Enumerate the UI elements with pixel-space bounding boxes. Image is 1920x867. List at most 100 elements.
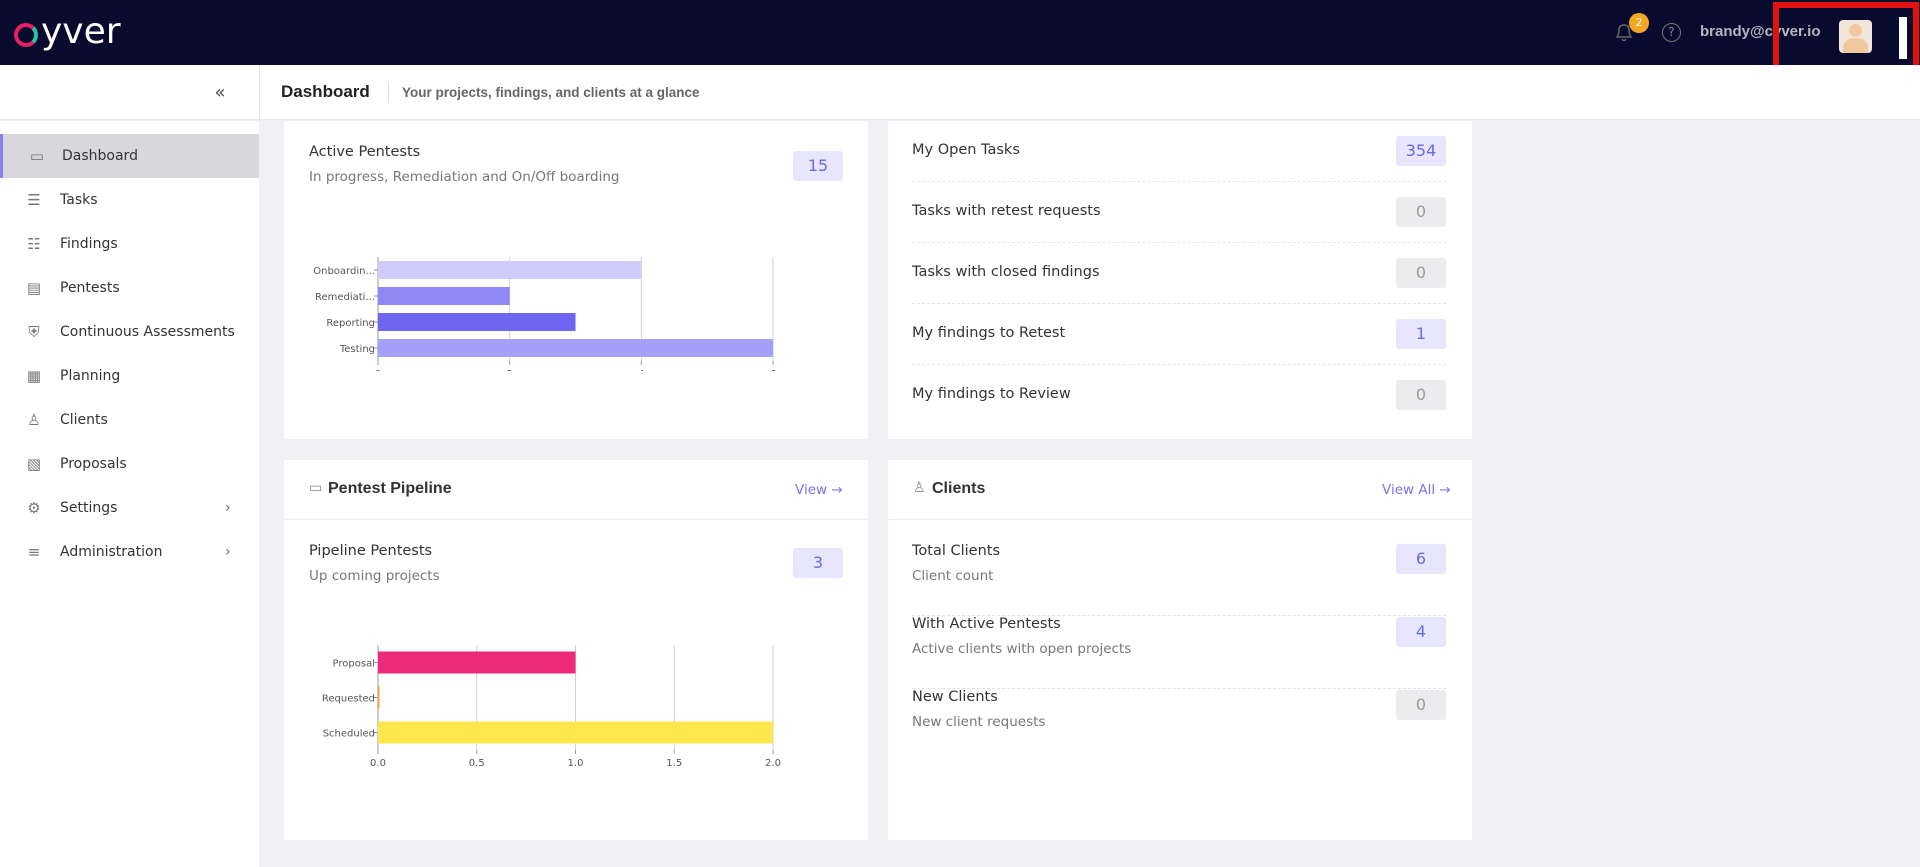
sidebar-item-planning[interactable]: ▦ Planning: [0, 354, 259, 398]
task-row[interactable]: My Open Tasks 354: [912, 121, 1446, 182]
bar[interactable]: [378, 651, 576, 674]
client-row-title: Total Clients: [912, 543, 1001, 559]
count-badge[interactable]: 15: [793, 151, 843, 181]
sidebar-item-label: Continuous Assessments: [60, 324, 235, 340]
task-label: Tasks with retest requests: [912, 203, 1101, 219]
client-row-title: New Clients: [912, 689, 998, 705]
chevron-right-icon: ›: [225, 500, 231, 516]
task-row[interactable]: My findings to Review 0: [912, 365, 1446, 426]
top-bar: yver 2 ? brandy@cyver.io: [0, 0, 1920, 71]
avatar-head: [1849, 24, 1862, 37]
y-tick-label: Requested: [322, 694, 375, 705]
user-menu-highlight[interactable]: [1773, 2, 1919, 71]
sidebar-item-label: Clients: [60, 412, 108, 428]
notification-badge[interactable]: 2: [1629, 13, 1649, 33]
pentests-icon: ▤: [26, 279, 42, 297]
task-row[interactable]: Tasks with closed findings 0: [912, 243, 1446, 304]
card-title: Active Pentests: [309, 144, 421, 160]
bar[interactable]: [378, 339, 773, 357]
sidebar-item-label: Proposals: [60, 456, 127, 472]
page-header: « Dashboard Your projects, findings, and…: [0, 65, 1920, 120]
card-title: Pipeline Pentests: [309, 543, 433, 559]
sidebar-item-dashboard[interactable]: ▭ Dashboard: [0, 134, 259, 178]
task-row[interactable]: My findings to Retest 1: [912, 304, 1446, 365]
count-badge[interactable]: 354: [1396, 136, 1446, 166]
page-title: Dashboard: [281, 82, 370, 101]
tasks-card: My Open Tasks 354 Tasks with retest requ…: [888, 121, 1472, 439]
page-subtitle: Your projects, findings, and clients at …: [402, 85, 700, 100]
count-badge[interactable]: 0: [1396, 380, 1446, 410]
y-tick-label: Proposal: [333, 659, 375, 670]
sidebar-item-label: Planning: [60, 368, 121, 384]
avatar-body: [1843, 38, 1868, 53]
card-subtitle: In progress, Remediation and On/Off boar…: [309, 169, 620, 185]
count-badge[interactable]: 1: [1396, 319, 1446, 349]
view-all-link[interactable]: View All →: [1382, 482, 1451, 498]
tasks-icon: ☰: [27, 191, 41, 209]
bar[interactable]: [378, 686, 380, 709]
x-tick-label: 2.0: [765, 758, 781, 769]
cyver-logo[interactable]: yver: [14, 12, 121, 52]
sliders-icon: ≡: [27, 543, 41, 561]
task-label: My Open Tasks: [912, 142, 1020, 158]
sidebar-item-administration[interactable]: ≡ Administration ›: [0, 530, 259, 574]
card-header: ♙ Clients View All →: [888, 460, 1472, 520]
sidebar-item-pentests[interactable]: ▤ Pentests: [0, 266, 259, 310]
count-badge[interactable]: 0: [1396, 690, 1446, 720]
sidebar-item-continuous-assessments[interactable]: ⛨ Continuous Assessments: [0, 310, 259, 354]
active-pentests-card: Active Pentests In progress, Remediation…: [284, 121, 868, 439]
dashboard-icon: ▭: [29, 147, 45, 165]
card-header: ▭ Pentest Pipeline View →: [284, 460, 868, 520]
logo-text: yver: [41, 11, 121, 52]
sidebar-item-label: Dashboard: [62, 148, 138, 164]
bar[interactable]: [378, 313, 576, 331]
header-divider: [259, 65, 260, 120]
shield-icon: ⛨: [28, 323, 40, 341]
bell-icon[interactable]: [1613, 20, 1635, 44]
x-tick-label: 0: [375, 369, 381, 371]
gear-icon: ⚙: [27, 499, 41, 517]
bar[interactable]: [378, 721, 773, 744]
bar[interactable]: [378, 287, 510, 305]
count-badge[interactable]: 6: [1396, 544, 1446, 574]
sidebar-item-findings[interactable]: ☷ Findings: [0, 222, 259, 266]
collapse-sidebar-button[interactable]: «: [214, 82, 226, 103]
client-row[interactable]: Total Clients Client count 6: [912, 543, 1446, 616]
sidebar-item-clients[interactable]: ♙ Clients: [0, 398, 259, 442]
title-separator: [388, 83, 389, 103]
task-row[interactable]: Tasks with retest requests 0: [912, 182, 1446, 243]
sidebar-item-settings[interactable]: ⚙ Settings ›: [0, 486, 259, 530]
client-row-subtitle: New client requests: [912, 714, 1046, 730]
view-link[interactable]: View →: [795, 482, 843, 498]
calendar-icon: ▦: [26, 367, 42, 385]
card-subtitle: Up coming projects: [309, 568, 440, 584]
y-tick-label: Scheduled: [323, 729, 375, 740]
help-icon[interactable]: ?: [1662, 23, 1681, 42]
client-row[interactable]: New Clients New client requests 0: [912, 689, 1446, 762]
user-email[interactable]: brandy@cyver.io: [1700, 23, 1821, 40]
count-badge[interactable]: 0: [1396, 258, 1446, 288]
x-tick-label: 1.5: [666, 758, 682, 769]
client-row[interactable]: With Active Pentests Active clients with…: [912, 616, 1446, 689]
clients-icon: ♙: [27, 411, 41, 429]
sidebar-item-proposals[interactable]: ▧ Proposals: [0, 442, 259, 486]
clients-card: ♙ Clients View All → Total Clients Clien…: [888, 460, 1472, 840]
x-tick-label: 1.0: [568, 758, 584, 769]
active-pentests-chart: 0 2 4 6 Onboardin... Remediati... Reporting Tes…: [313, 257, 776, 371]
task-label: My findings to Review: [912, 386, 1071, 402]
sidebar-item-tasks[interactable]: ☰ Tasks: [0, 178, 259, 222]
avatar[interactable]: [1839, 20, 1872, 53]
x-tick-label: 0.5: [469, 758, 485, 769]
count-badge[interactable]: 3: [793, 548, 843, 578]
count-badge[interactable]: 4: [1396, 617, 1446, 647]
highlight-marker: [1899, 17, 1907, 59]
findings-icon: ☷: [27, 235, 41, 253]
pipeline-chart: 0.0 0.5 1.0 1.5 2.0 Proposal Requested Schedule…: [322, 645, 781, 769]
chevron-right-icon: ›: [225, 544, 231, 560]
task-label: Tasks with closed findings: [912, 264, 1100, 280]
count-badge[interactable]: 0: [1396, 197, 1446, 227]
card-header-title: Clients: [932, 480, 986, 497]
pipeline-icon: ▭: [309, 480, 323, 496]
bar[interactable]: [378, 261, 642, 279]
y-tick-label: Remediati...: [315, 292, 375, 303]
